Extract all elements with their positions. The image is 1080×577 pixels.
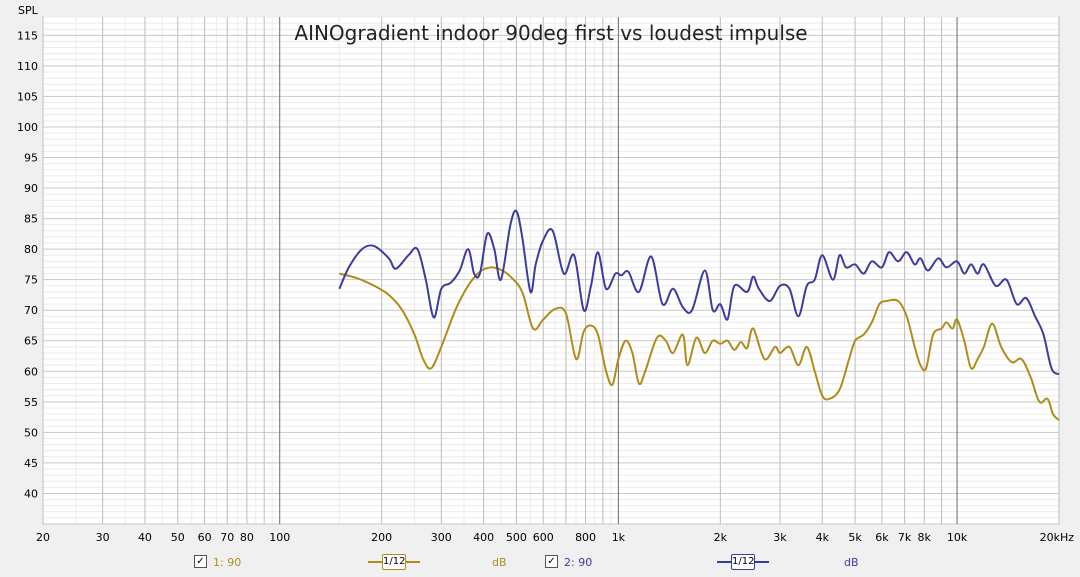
- x-tick-label: 30: [96, 531, 110, 544]
- x-tick-label: 4k: [816, 531, 830, 544]
- y-tick-label: 40: [24, 487, 38, 500]
- x-tick-label: 80: [240, 531, 254, 544]
- x-tick-label: 8k: [918, 531, 932, 544]
- x-tick-label: 500: [506, 531, 527, 544]
- series-2-line: [338, 209, 1060, 376]
- x-tick-label: 10k: [947, 531, 968, 544]
- y-tick-label: 65: [24, 335, 38, 348]
- y-tick-label: 60: [24, 365, 38, 378]
- y-axis-ticks: 40 45 50 55 60 65 70 75 80 85 90 95 100 105 110 115: [17, 29, 38, 500]
- x-tick-label: 400: [473, 531, 494, 544]
- x-tick-label: 20: [36, 531, 50, 544]
- y-tick-label: 90: [24, 182, 38, 195]
- x-tick-label: 6k: [875, 531, 889, 544]
- y-tick-label: 75: [24, 274, 38, 287]
- y-tick-label: 70: [24, 304, 38, 317]
- x-tick-label: 300: [431, 531, 452, 544]
- series-2-label: 2: 90: [564, 556, 593, 569]
- minor-grid: [42, 16, 1060, 524]
- x-tick-label: 2k: [714, 531, 728, 544]
- major-grid: [43, 17, 1059, 525]
- y-tick-label: 100: [17, 121, 38, 134]
- chart-title: AINOgradient indoor 90deg first vs loude…: [294, 21, 807, 45]
- series-2-checkbox[interactable]: ✓: [545, 555, 558, 568]
- x-tick-label: 20kHz: [1040, 531, 1075, 544]
- x-tick-label: 600: [533, 531, 554, 544]
- series-1-smoothing-label: 1/12: [382, 554, 406, 570]
- series-1-label: 1: 90: [213, 556, 242, 569]
- x-tick-label: 3k: [773, 531, 787, 544]
- x-tick-label: 7k: [898, 531, 912, 544]
- x-tick-label: 100: [269, 531, 290, 544]
- x-tick-label: 5k: [848, 531, 862, 544]
- series-1-unit: dB: [492, 556, 507, 569]
- y-tick-label: 50: [24, 426, 38, 439]
- legend: ✓ 1: 90 1/12 dB ✓ 2: 90 1/12 dB: [0, 552, 1080, 574]
- series-2-smoothing-label: 1/12: [731, 554, 755, 570]
- y-tick-label: 110: [17, 60, 38, 73]
- y-tick-label: 55: [24, 396, 38, 409]
- y-tick-label: 80: [24, 243, 38, 256]
- y-tick-label: 95: [24, 151, 38, 164]
- series-2-unit: dB: [844, 556, 859, 569]
- series-layer: [338, 209, 1060, 421]
- y-tick-label: 45: [24, 457, 38, 470]
- x-tick-label: 800: [575, 531, 596, 544]
- series-2-smoothing[interactable]: 1/12: [717, 554, 769, 570]
- series-1-smoothing[interactable]: 1/12: [368, 554, 420, 570]
- x-tick-label: 60: [198, 531, 212, 544]
- x-tick-label: 40: [138, 531, 152, 544]
- x-axis-ticks: 20 30 40 50 60 70 80 100 200 300 400 500 600 800 1k 2k 3…: [36, 531, 1074, 544]
- plot-area: [42, 16, 1060, 525]
- series-1-line: [339, 266, 1060, 421]
- y-tick-label: 115: [17, 29, 38, 42]
- y-axis-label: SPL: [18, 4, 39, 17]
- x-tick-label: 50: [171, 531, 185, 544]
- x-tick-label: 70: [220, 531, 234, 544]
- y-tick-label: 85: [24, 213, 38, 226]
- series-1-checkbox[interactable]: ✓: [194, 555, 207, 568]
- x-tick-label: 1k: [612, 531, 626, 544]
- x-tick-label: 200: [371, 531, 392, 544]
- y-tick-label: 105: [17, 90, 38, 103]
